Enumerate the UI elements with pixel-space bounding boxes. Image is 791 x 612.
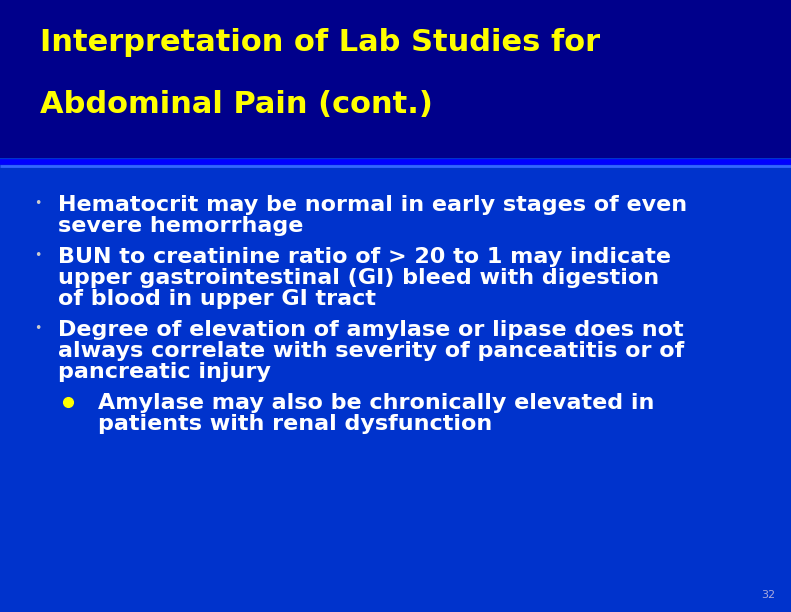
Text: upper gastrointestinal (GI) bleed with digestion: upper gastrointestinal (GI) bleed with d…: [58, 268, 659, 288]
Text: patients with renal dysfunction: patients with renal dysfunction: [98, 414, 492, 434]
Polygon shape: [0, 0, 791, 158]
Text: Abdominal Pain (cont.): Abdominal Pain (cont.): [40, 90, 433, 119]
Text: always correlate with severity of panceatitis or of: always correlate with severity of pancea…: [58, 341, 684, 361]
Text: 32: 32: [761, 590, 775, 600]
Text: pancreatic injury: pancreatic injury: [58, 362, 271, 382]
Text: •: •: [34, 249, 42, 262]
Text: Amylase may also be chronically elevated in: Amylase may also be chronically elevated…: [98, 393, 654, 413]
Text: of blood in upper GI tract: of blood in upper GI tract: [58, 289, 376, 309]
Polygon shape: [0, 158, 791, 612]
Text: severe hemorrhage: severe hemorrhage: [58, 216, 304, 236]
Text: Interpretation of Lab Studies for: Interpretation of Lab Studies for: [40, 28, 600, 57]
Text: BUN to creatinine ratio of > 20 to 1 may indicate: BUN to creatinine ratio of > 20 to 1 may…: [58, 247, 671, 267]
Text: •: •: [34, 322, 42, 335]
Text: •: •: [34, 197, 42, 210]
Text: Degree of elevation of amylase or lipase does not: Degree of elevation of amylase or lipase…: [58, 320, 683, 340]
Text: Hematocrit may be normal in early stages of even: Hematocrit may be normal in early stages…: [58, 195, 687, 215]
